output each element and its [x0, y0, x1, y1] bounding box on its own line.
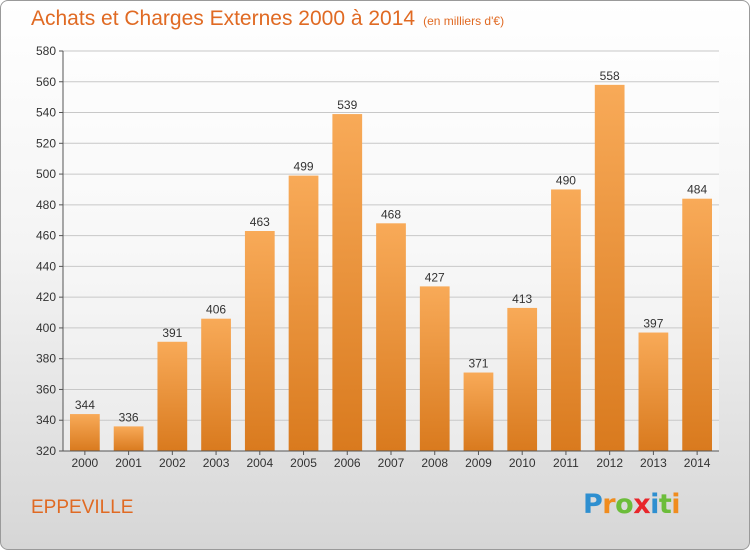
bar — [201, 318, 231, 451]
x-tick-label: 2003 — [203, 456, 230, 470]
chart-title: Achats et Charges Externes 2000 à 2014 — [31, 7, 416, 30]
bar — [638, 332, 669, 451]
y-tick-label: 580 — [36, 44, 56, 58]
bar — [113, 426, 144, 451]
bar — [682, 198, 713, 451]
x-tick-label: 2010 — [509, 456, 536, 470]
y-tick-label: 420 — [36, 290, 56, 304]
data-label: 499 — [294, 160, 314, 174]
x-tick-label: 2007 — [378, 456, 405, 470]
x-tick-label: 2014 — [684, 456, 711, 470]
brand-letter: i — [650, 489, 659, 520]
bar — [288, 175, 319, 451]
data-label: 427 — [425, 270, 445, 284]
x-tick-label: 2001 — [115, 456, 142, 470]
brand-letter: x — [633, 489, 651, 520]
x-tick-label: 2013 — [640, 456, 667, 470]
y-tick-label: 440 — [36, 259, 56, 273]
data-label: 391 — [162, 326, 182, 340]
data-label: 397 — [643, 317, 663, 331]
y-tick-label: 520 — [36, 136, 56, 150]
data-label: 468 — [381, 207, 401, 221]
proxiti-logo[interactable]: Proxiti — [583, 489, 681, 520]
x-tick-label: 2008 — [421, 456, 448, 470]
y-tick-label: 480 — [36, 198, 56, 212]
data-label: 413 — [512, 292, 532, 306]
data-label: 484 — [687, 183, 707, 197]
data-label: 336 — [119, 410, 139, 424]
data-label: 463 — [250, 215, 270, 229]
x-tick-label: 2011 — [553, 456, 579, 470]
title-row: Achats et Charges Externes 2000 à 2014 (e… — [31, 7, 504, 31]
data-label: 371 — [468, 357, 488, 371]
y-tick-label: 400 — [36, 321, 56, 335]
y-tick-label: 540 — [36, 106, 56, 120]
data-label: 490 — [556, 173, 576, 187]
bar — [463, 372, 494, 451]
bar — [376, 223, 406, 451]
x-tick-label: 2002 — [159, 456, 186, 470]
y-tick-label: 460 — [36, 229, 56, 243]
commune-name: EPPEVILLE — [31, 497, 134, 518]
bar — [157, 341, 188, 451]
y-tick-label: 380 — [36, 352, 56, 366]
x-tick-label: 2012 — [596, 456, 623, 470]
brand-letter: P — [583, 489, 603, 520]
y-tick-label: 560 — [36, 75, 56, 89]
x-tick-label: 2005 — [290, 456, 317, 470]
y-tick-label: 340 — [36, 413, 56, 427]
x-tick-label: 2006 — [334, 456, 361, 470]
bar — [332, 114, 363, 452]
brand-letter: r — [602, 489, 616, 520]
x-tick-label: 2004 — [246, 456, 273, 470]
x-tick-label: 2009 — [465, 456, 492, 470]
brand-letter: t — [658, 489, 672, 520]
x-tick-label: 2000 — [72, 456, 99, 470]
bar — [419, 286, 450, 451]
bar — [507, 307, 538, 451]
brand-letter: o — [615, 489, 634, 520]
data-label: 344 — [75, 398, 95, 412]
bar — [551, 189, 581, 451]
chart-subtitle: (en milliers d'€) — [423, 14, 505, 28]
bar — [69, 414, 100, 451]
y-tick-label: 360 — [36, 382, 56, 396]
data-label: 406 — [206, 303, 226, 317]
data-label: 558 — [600, 69, 620, 83]
data-label: 539 — [337, 98, 357, 112]
brand-letter: i — [671, 489, 681, 520]
bar — [244, 231, 275, 451]
y-tick-label: 320 — [36, 444, 56, 458]
y-tick-label: 500 — [36, 167, 56, 181]
bar — [594, 84, 625, 451]
